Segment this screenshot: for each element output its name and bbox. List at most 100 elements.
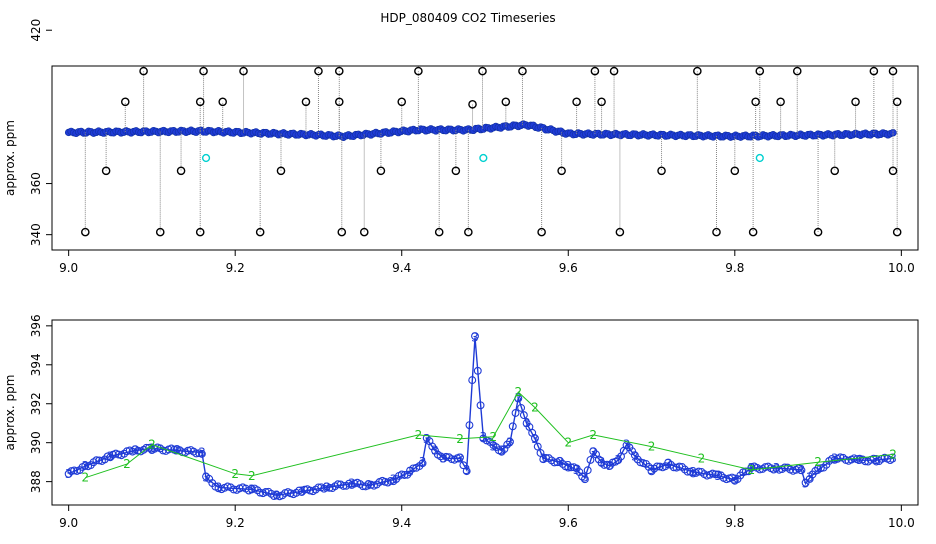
x-tick-label: 9.4 (392, 261, 411, 275)
data-point (418, 459, 427, 468)
point-label: 3 (490, 440, 498, 454)
point-label: 2 (748, 463, 756, 477)
data-point (693, 66, 702, 76)
data-point (139, 66, 148, 76)
data-point (434, 227, 444, 237)
data-point (256, 488, 265, 497)
point-label: 3 (215, 480, 223, 494)
data-point (537, 227, 546, 237)
point-label: 3 (471, 331, 479, 345)
bottom-panel: 9.0 9.2 9.4 9.6 9.8 10.0 388 390 392 394 396 approx… (3, 314, 919, 530)
data-point (195, 227, 205, 237)
data-point (239, 66, 248, 76)
data-point (711, 470, 720, 479)
point-label: 3 (480, 430, 488, 444)
data-point (572, 97, 581, 107)
x-tick-label: 9.8 (725, 261, 744, 275)
y-tick-label: 390 (29, 431, 43, 454)
data-point (730, 166, 740, 176)
data-point (386, 477, 395, 485)
data-point (501, 97, 511, 107)
outlier-drop-lines (84, 71, 898, 233)
data-point (325, 483, 334, 492)
data-point (689, 469, 698, 478)
data-point (683, 467, 692, 476)
point-label: 3 (873, 453, 881, 467)
y-tick-label: 420 (29, 19, 43, 42)
point-label: 3 (581, 471, 589, 485)
point-label: 2 (564, 436, 572, 450)
data-point (465, 421, 474, 430)
point-label: 3 (606, 459, 614, 473)
main-series-markers (64, 120, 897, 141)
data-point (830, 166, 840, 176)
data-point (471, 332, 479, 341)
data-point (892, 227, 902, 237)
data-point (531, 434, 539, 443)
point-label: 2 (648, 440, 656, 454)
data-point (755, 153, 764, 163)
x-tick-label: 10.0 (888, 516, 915, 530)
point-label: 3 (714, 469, 722, 483)
data-point (155, 227, 165, 237)
data-point (861, 457, 870, 466)
point-label: 3 (514, 391, 522, 405)
data-point (751, 97, 760, 107)
data-point (852, 455, 861, 464)
point-label: 3 (273, 488, 281, 502)
point-label: 2 (248, 469, 256, 483)
data-point (479, 153, 488, 163)
data-point (869, 66, 879, 76)
data-point (397, 97, 407, 107)
data-point (451, 166, 461, 176)
data-point (615, 227, 625, 237)
point-label: 3 (348, 477, 356, 491)
data-point (197, 449, 206, 458)
data-point (797, 466, 806, 475)
data-point (176, 166, 186, 176)
point-label: 3 (406, 465, 414, 479)
data-point (428, 442, 437, 451)
point-label: 2 (698, 451, 706, 465)
y-tick-label: 388 (29, 470, 43, 493)
data-point (468, 100, 477, 109)
point-label: 3 (556, 455, 564, 469)
y-tick-label: 340 (29, 223, 43, 246)
data-point (669, 463, 678, 472)
x-tick-label: 9.6 (559, 516, 578, 530)
data-point (776, 97, 785, 107)
data-point (583, 466, 592, 475)
y-tick-label: 360 (29, 172, 43, 195)
x-tick-label: 9.2 (226, 261, 245, 275)
outlier-markers (81, 66, 902, 237)
point-label: 2 (456, 432, 464, 446)
data-point (195, 97, 205, 107)
y-tick-label: 396 (29, 314, 43, 337)
data-point (334, 97, 344, 107)
data-point (580, 475, 589, 484)
point-label: 3 (248, 482, 256, 496)
data-point (519, 411, 528, 420)
data-point (464, 227, 473, 237)
point-label: 3 (623, 438, 631, 452)
data-point (550, 458, 559, 467)
point-label: 3 (614, 453, 622, 467)
data-point (533, 442, 542, 451)
data-point (586, 455, 595, 464)
point-label: 3 (802, 477, 810, 491)
data-point (64, 469, 73, 478)
point-label: 3 (173, 443, 181, 457)
data-point (159, 446, 167, 455)
data-point (801, 478, 810, 487)
data-point (744, 467, 753, 476)
x-tick-label: 9.0 (59, 261, 78, 275)
point-label: 3 (748, 461, 756, 475)
point-label: 2 (123, 457, 131, 471)
point-label: 2 (814, 455, 822, 469)
data-point (741, 467, 750, 476)
y-axis-label: approx. ppm (3, 375, 17, 451)
data-point (101, 166, 111, 176)
data-point (261, 488, 270, 496)
data-point (414, 66, 423, 76)
